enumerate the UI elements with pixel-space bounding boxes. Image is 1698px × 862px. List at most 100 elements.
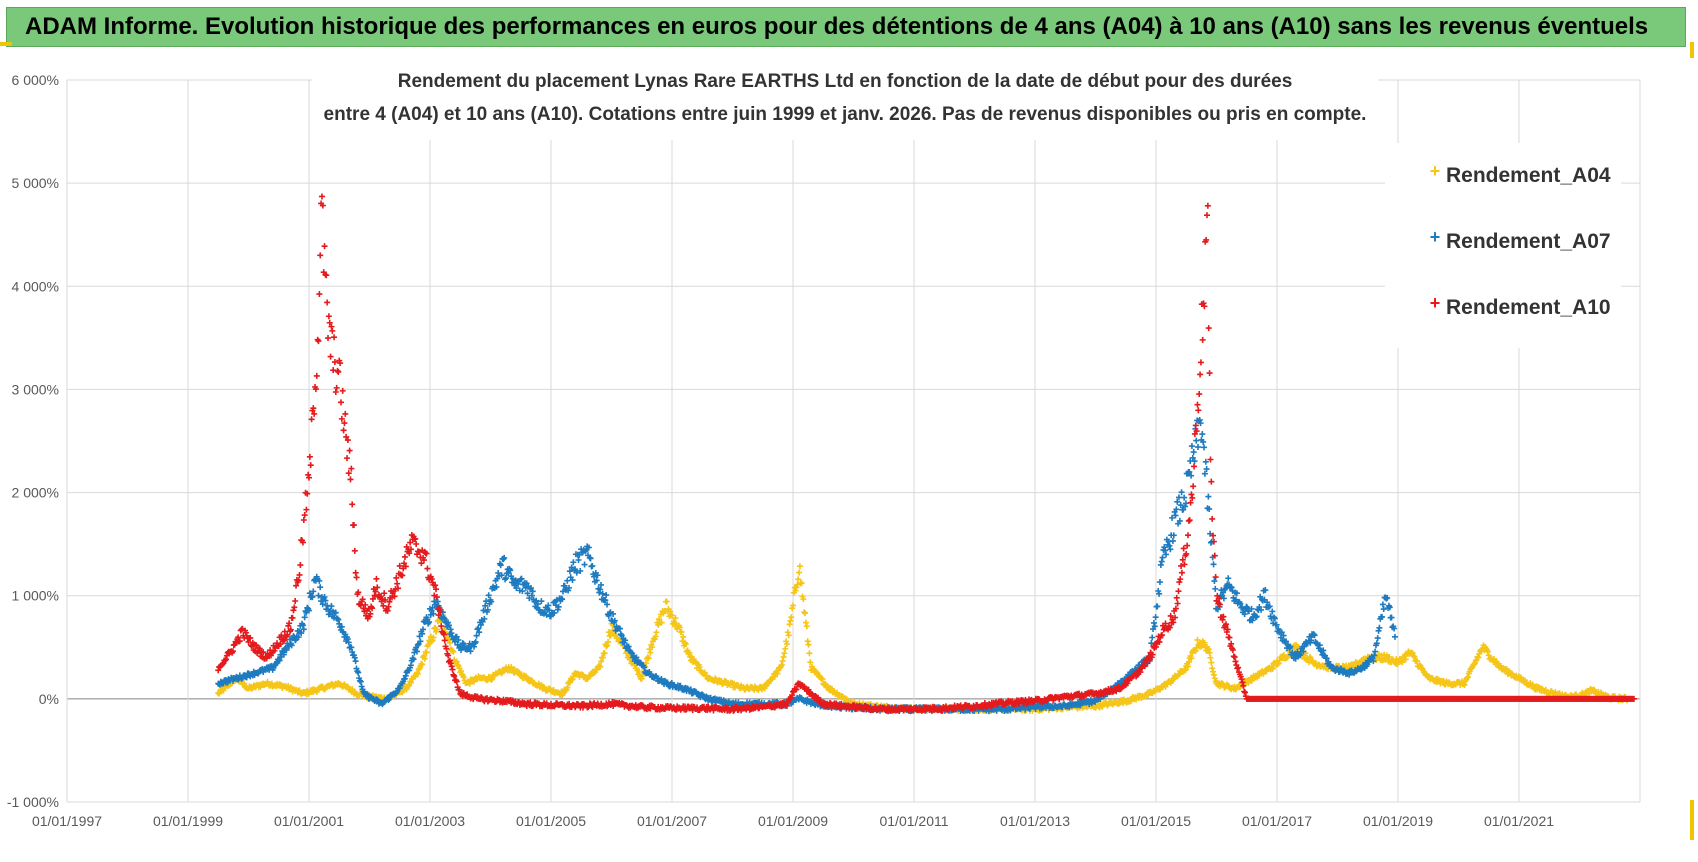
legend-marker-a04: + <box>1430 161 1441 181</box>
data-point-Rendement_A04 <box>419 661 426 668</box>
data-point-Rendement_A10 <box>289 614 296 621</box>
data-point-Rendement_A04 <box>606 633 613 640</box>
data-point-Rendement_A07 <box>585 544 592 551</box>
data-point-Rendement_A07 <box>426 619 433 626</box>
y-tick-label: 4 000% <box>12 278 59 294</box>
data-point-Rendement_A07 <box>1172 512 1179 519</box>
data-point-Rendement_A07 <box>559 596 566 603</box>
data-point-Rendement_A07 <box>448 630 455 637</box>
data-point-Rendement_A07 <box>555 603 562 610</box>
axis-layer: -1 000%0%1 000%2 000%3 000%4 000%5 000%6… <box>7 72 1641 829</box>
data-point-Rendement_A10 <box>335 369 342 376</box>
data-point-Rendement_A10 <box>325 335 332 342</box>
data-point-Rendement_A07 <box>1379 601 1386 608</box>
data-point-Rendement_A04 <box>1188 655 1195 662</box>
data-point-Rendement_A04 <box>806 650 813 657</box>
data-point-Rendement_A07 <box>528 585 535 592</box>
data-point-Rendement_A10 <box>300 516 307 523</box>
data-point-Rendement_A07 <box>451 638 458 645</box>
data-point-Rendement_A10 <box>297 562 304 569</box>
data-point-Rendement_A07 <box>570 559 577 566</box>
chart-legend: + Rendement_A04 + Rendement_A07 + Rendem… <box>1385 143 1621 348</box>
data-point-Rendement_A10 <box>344 455 351 462</box>
y-tick-label: 6 000% <box>12 72 59 88</box>
data-point-Rendement_A07 <box>593 577 600 584</box>
x-tick-label: 01/01/2005 <box>516 813 586 829</box>
data-point-Rendement_A07 <box>471 640 478 647</box>
data-point-Rendement_A04 <box>649 644 656 651</box>
data-point-Rendement_A07 <box>1199 431 1206 438</box>
data-point-Rendement_A04 <box>779 658 786 665</box>
data-point-Rendement_A07 <box>545 602 552 609</box>
data-point-Rendement_A07 <box>568 564 575 571</box>
data-point-Rendement_A10 <box>291 604 298 611</box>
data-point-Rendement_A04 <box>423 649 430 656</box>
data-point-Rendement_A04 <box>800 596 807 603</box>
data-point-Rendement_A07 <box>1178 489 1185 496</box>
data-point-Rendement_A10 <box>1231 654 1238 661</box>
corner-mark-top-left <box>0 42 12 46</box>
data-point-Rendement_A10 <box>290 607 297 614</box>
data-point-Rendement_A04 <box>685 650 692 657</box>
data-point-Rendement_A04 <box>605 638 612 645</box>
data-point-Rendement_A04 <box>788 614 795 621</box>
x-tick-label: 01/01/2003 <box>395 813 465 829</box>
data-point-Rendement_A07 <box>1388 614 1395 621</box>
corner-mark-top-right <box>1690 42 1694 58</box>
data-point-Rendement_A04 <box>599 654 606 661</box>
data-point-Rendement_A04 <box>248 685 255 692</box>
data-point-Rendement_A07 <box>475 625 482 632</box>
data-point-Rendement_A07 <box>305 607 312 614</box>
data-point-Rendement_A07 <box>357 678 364 685</box>
data-point-Rendement_A07 <box>543 611 550 618</box>
data-point-Rendement_A07 <box>1157 561 1164 568</box>
data-point-Rendement_A07 <box>407 662 414 669</box>
data-point-Rendement_A07 <box>295 634 302 641</box>
x-tick-label: 01/01/2009 <box>758 813 828 829</box>
data-point-Rendement_A07 <box>628 649 635 656</box>
data-point-Rendement_A04 <box>778 661 785 668</box>
data-point-Rendement_A10 <box>1199 336 1206 343</box>
y-tick-label: 1 000% <box>12 588 59 604</box>
data-point-Rendement_A10 <box>329 327 336 334</box>
data-point-Rendement_A07 <box>1201 444 1208 451</box>
data-point-Rendement_A04 <box>686 649 693 656</box>
data-point-Rendement_A10 <box>321 243 328 250</box>
data-point-Rendement_A07 <box>591 573 598 580</box>
data-point-Rendement_A04 <box>1208 659 1215 666</box>
data-point-Rendement_A07 <box>394 688 401 695</box>
data-point-Rendement_A04 <box>430 634 437 641</box>
data-point-Rendement_A07 <box>493 583 500 590</box>
data-point-Rendement_A10 <box>292 598 299 605</box>
data-point-Rendement_A07 <box>298 630 305 637</box>
data-point-Rendement_A07 <box>319 601 326 608</box>
data-point-Rendement_A07 <box>518 575 525 582</box>
data-point-Rendement_A07 <box>1375 627 1382 634</box>
data-point-Rendement_A04 <box>1269 665 1276 672</box>
data-point-Rendement_A07 <box>1156 579 1163 586</box>
data-point-Rendement_A07 <box>467 648 474 655</box>
data-point-Rendement_A07 <box>484 606 491 613</box>
data-point-Rendement_A07 <box>1173 506 1180 513</box>
data-point-Rendement_A07 <box>517 576 524 583</box>
data-point-Rendement_A04 <box>428 638 435 645</box>
data-point-Rendement_A07 <box>476 629 483 636</box>
data-point-Rendement_A07 <box>445 622 452 629</box>
data-point-Rendement_A07 <box>299 622 306 629</box>
x-tick-label: 01/01/2013 <box>1000 813 1070 829</box>
data-point-Rendement_A04 <box>839 693 846 700</box>
data-point-Rendement_A07 <box>310 588 317 595</box>
data-point-Rendement_A07 <box>413 648 420 655</box>
data-point-Rendement_A04 <box>1275 660 1282 667</box>
data-point-Rendement_A07 <box>524 590 531 597</box>
data-point-Rendement_A07 <box>321 593 328 600</box>
data-point-Rendement_A04 <box>787 617 794 624</box>
data-point-Rendement_A07 <box>687 686 694 693</box>
data-point-Rendement_A04 <box>1472 657 1479 664</box>
y-tick-label: 3 000% <box>12 381 59 397</box>
data-point-Rendement_A07 <box>283 647 290 654</box>
data-point-Rendement_A07 <box>481 615 488 622</box>
data-point-Rendement_A04 <box>1185 659 1192 666</box>
data-point-Rendement_A10 <box>324 299 331 306</box>
legend-entry-a10: + Rendement_A10 <box>1430 293 1611 319</box>
